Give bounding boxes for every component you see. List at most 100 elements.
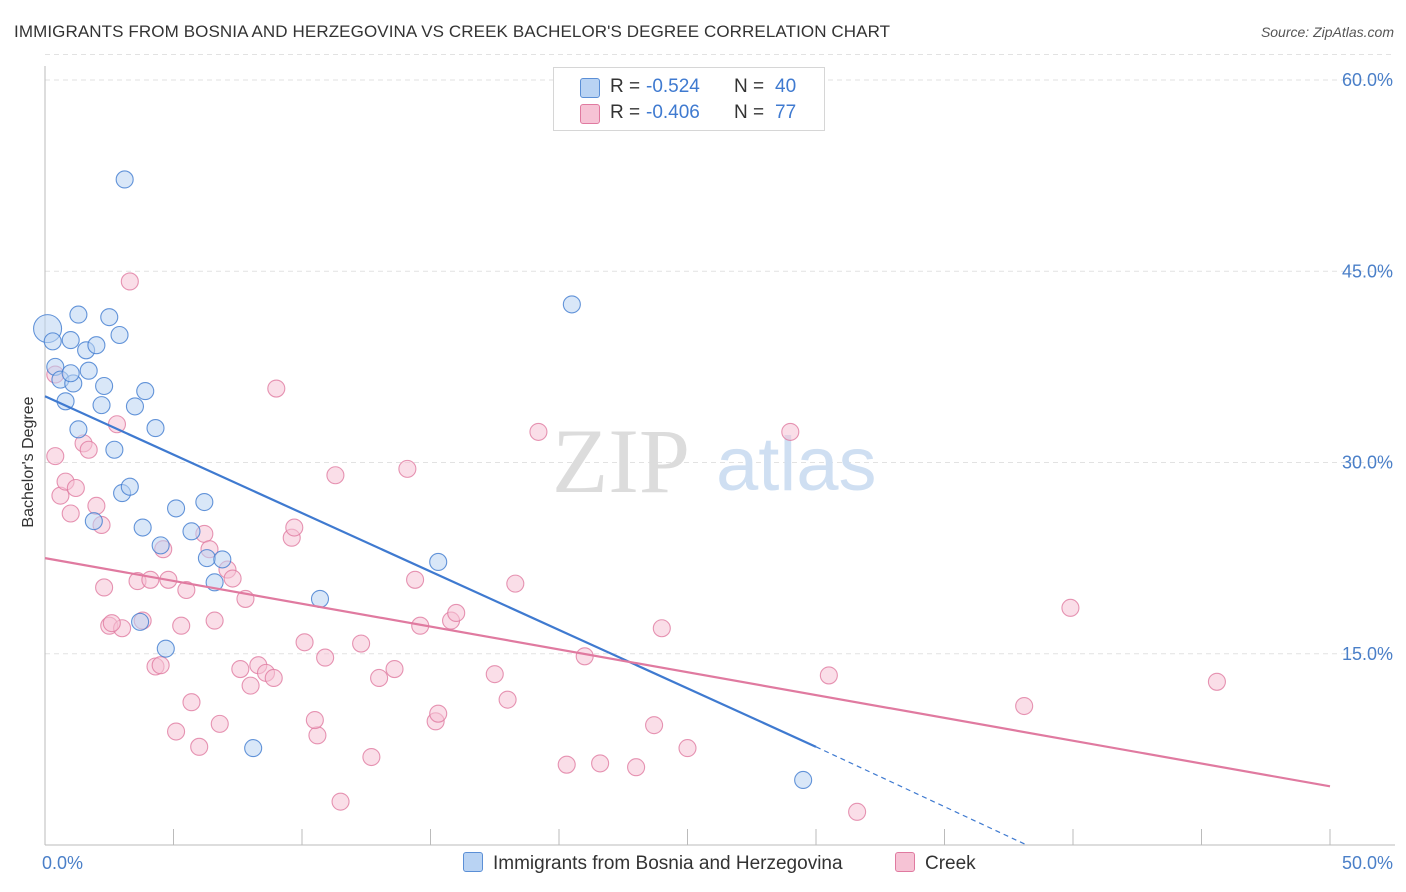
creek-point bbox=[326, 466, 345, 485]
bosnia-point bbox=[100, 308, 119, 327]
creek-point bbox=[190, 737, 209, 756]
creek-point bbox=[1015, 696, 1034, 716]
bosnia-point bbox=[151, 536, 170, 555]
creek-point bbox=[678, 739, 697, 758]
bosnia-point bbox=[244, 739, 263, 758]
series-bosnia bbox=[33, 170, 813, 790]
creek-point bbox=[264, 668, 283, 688]
grid-lines bbox=[45, 54, 1395, 655]
y-tick-label: 60.0% bbox=[1342, 70, 1393, 90]
legend-r-label: R = bbox=[610, 102, 641, 123]
creek-point bbox=[498, 690, 517, 709]
creek-point bbox=[267, 379, 286, 398]
creek-point bbox=[406, 570, 425, 589]
creek-point bbox=[316, 648, 335, 667]
creek-point bbox=[66, 478, 85, 498]
creek-point bbox=[398, 459, 417, 478]
creek-point bbox=[141, 570, 160, 589]
y-tick-label: 45.0% bbox=[1342, 261, 1393, 281]
bosnia-point bbox=[167, 499, 186, 518]
bosnia-point bbox=[182, 522, 201, 541]
bosnia-point bbox=[136, 382, 155, 401]
bosnia-point bbox=[195, 492, 214, 512]
legend-n-label: N = bbox=[734, 102, 765, 123]
bosnia-point bbox=[92, 396, 111, 415]
creek-point bbox=[429, 704, 448, 723]
y-tick-label: 30.0% bbox=[1342, 453, 1393, 473]
bosnia-point bbox=[61, 364, 80, 383]
x-tick-label: 0.0% bbox=[42, 853, 83, 873]
creek-point bbox=[781, 422, 800, 441]
bosnia-trend-line bbox=[44, 395, 817, 748]
trend-lines bbox=[44, 395, 1331, 846]
y-axis-label: Bachelor's Degree bbox=[20, 396, 37, 527]
creek-point bbox=[485, 665, 504, 684]
bottom-legend-bosnia[interactable]: Immigrants from Bosnia and Herzegovina bbox=[463, 852, 843, 875]
creek-point bbox=[241, 676, 260, 695]
bosnia-point bbox=[562, 295, 581, 314]
creek-point bbox=[652, 619, 671, 638]
creek-point bbox=[447, 603, 466, 623]
creek-point bbox=[87, 496, 106, 515]
creek-point bbox=[591, 754, 610, 773]
creek-point bbox=[352, 634, 371, 653]
legend-swatch-bosnia bbox=[580, 78, 600, 98]
creek-point bbox=[645, 716, 664, 735]
bottom-legend-label-creek: Creek bbox=[925, 853, 976, 874]
creek-point bbox=[120, 272, 139, 291]
chart-title: IMMIGRANTS FROM BOSNIA AND HERZEGOVINA V… bbox=[14, 22, 891, 41]
legend-n-value-creek: 77 bbox=[775, 102, 797, 123]
bosnia-point bbox=[69, 420, 88, 439]
bosnia-point bbox=[115, 170, 134, 189]
creek-point bbox=[223, 569, 242, 588]
creek-point bbox=[167, 722, 186, 741]
creek-point bbox=[182, 693, 201, 712]
creek-trend-line bbox=[44, 557, 1331, 788]
creek-point bbox=[308, 726, 327, 745]
creek-point bbox=[305, 710, 324, 730]
creek-point bbox=[362, 747, 381, 767]
bosnia-point bbox=[213, 550, 232, 569]
bosnia-point bbox=[87, 336, 106, 355]
watermark-zip: ZIP bbox=[552, 410, 690, 512]
creek-point bbox=[95, 578, 114, 597]
creek-point bbox=[210, 714, 229, 733]
creek-point bbox=[79, 440, 98, 459]
stats-legend: R = -0.524 N = 40 R = -0.406 N = 77 bbox=[553, 67, 825, 131]
bosnia-point bbox=[197, 549, 216, 568]
creek-point bbox=[107, 415, 127, 434]
creek-point bbox=[370, 668, 389, 688]
bottom-legend-creek[interactable]: Creek bbox=[895, 852, 976, 875]
bosnia-point bbox=[133, 518, 152, 537]
legend-n-label: N = bbox=[734, 76, 765, 97]
bosnia-point bbox=[110, 325, 129, 345]
creek-point bbox=[295, 633, 314, 652]
legend-r-value-bosnia: -0.524 bbox=[646, 76, 700, 97]
creek-point bbox=[1207, 672, 1226, 691]
legend-r-value-creek: -0.406 bbox=[646, 102, 700, 123]
creek-point bbox=[627, 758, 646, 777]
creek-point bbox=[385, 659, 404, 679]
bosnia-trend-extension bbox=[815, 746, 1027, 846]
creek-point bbox=[231, 659, 250, 679]
source-label: Source: ZipAtlas.com bbox=[1260, 24, 1394, 40]
tick-labels: 15.0% 30.0% 45.0% 60.0% 0.0% 50.0% bbox=[42, 70, 1393, 873]
bosnia-point bbox=[95, 376, 114, 396]
creek-point bbox=[557, 755, 576, 774]
series-creek bbox=[46, 272, 1226, 821]
creek-point bbox=[285, 518, 304, 537]
creek-point bbox=[575, 647, 594, 666]
bosnia-point bbox=[120, 477, 139, 496]
creek-point bbox=[61, 504, 80, 523]
creek-point bbox=[205, 611, 224, 630]
creek-point bbox=[529, 422, 548, 441]
bottom-legend-swatch-bosnia bbox=[463, 852, 483, 872]
bosnia-point bbox=[125, 397, 144, 416]
bosnia-point bbox=[105, 440, 124, 459]
creek-point bbox=[177, 580, 196, 600]
creek-point bbox=[102, 614, 121, 633]
bosnia-point bbox=[794, 770, 813, 790]
y-tick-label: 15.0% bbox=[1342, 644, 1393, 664]
legend-r-label: R = bbox=[610, 76, 641, 97]
